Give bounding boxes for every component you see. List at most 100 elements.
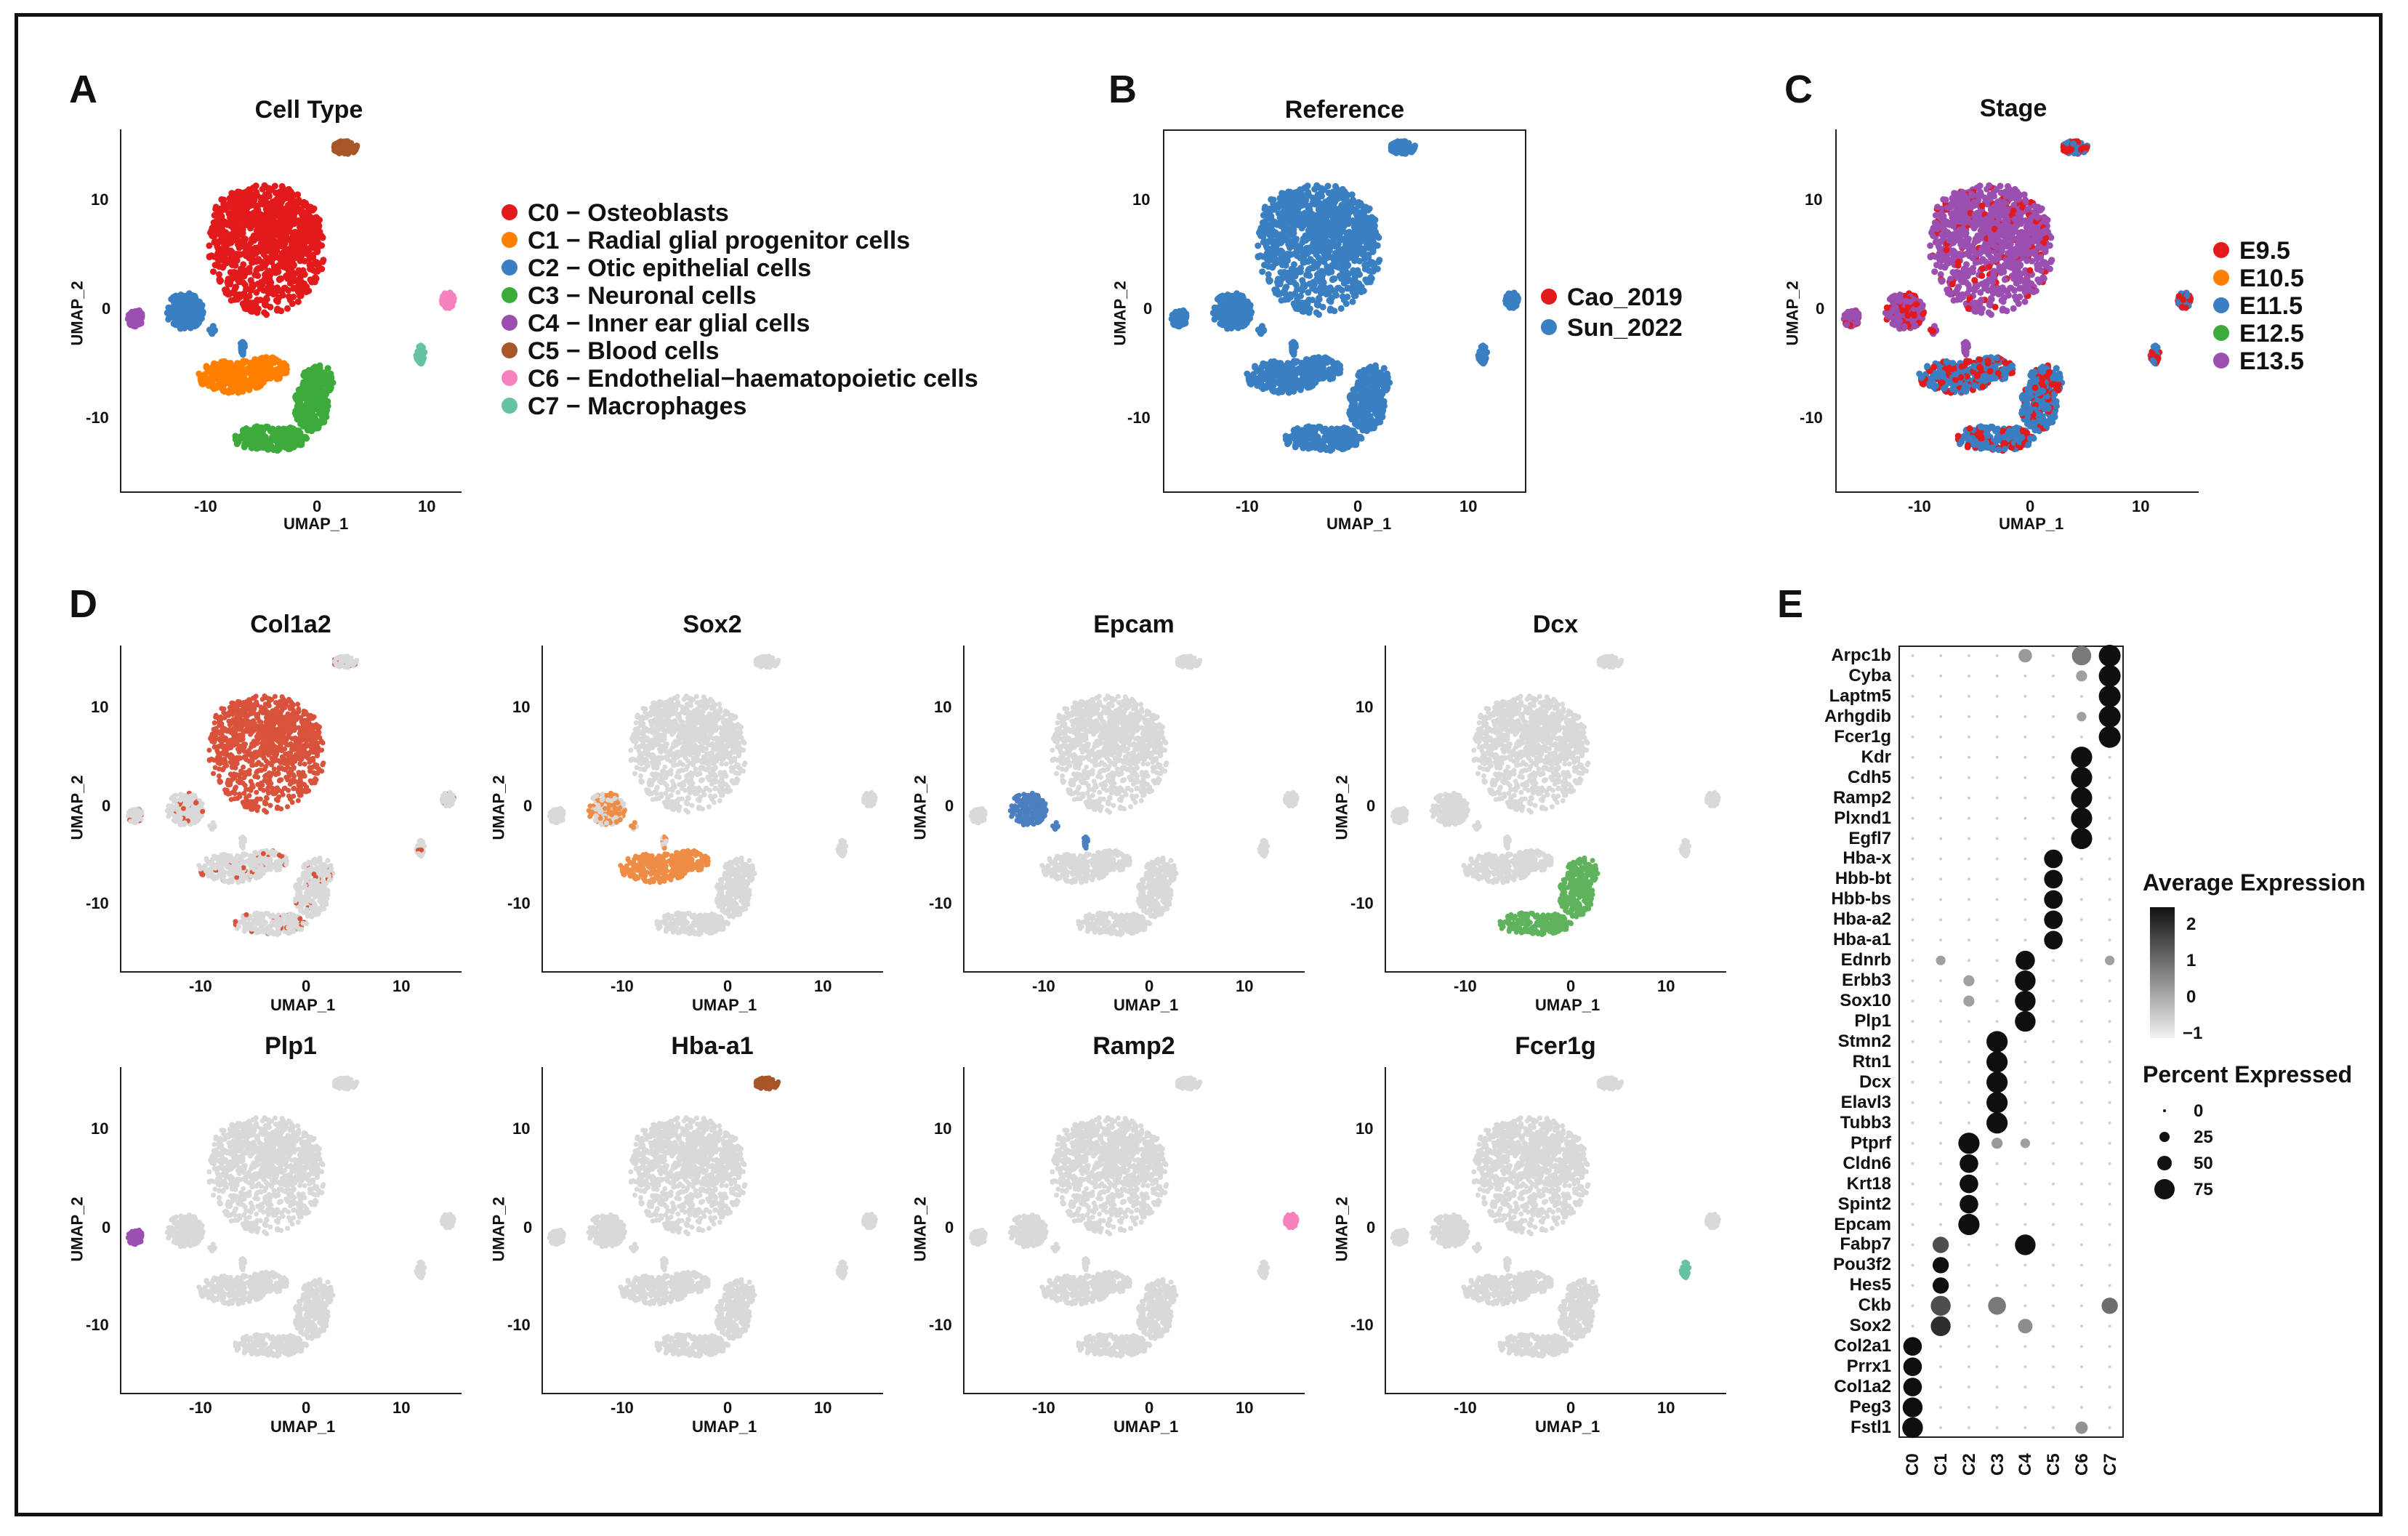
cell-point <box>314 215 321 222</box>
cell-point <box>1507 296 1515 303</box>
cell-point <box>241 305 249 312</box>
cell-point <box>275 294 283 301</box>
cell-point <box>1304 356 1311 363</box>
cell-point <box>1243 306 1250 313</box>
cell-point <box>1277 256 1284 262</box>
cell-point <box>232 433 239 440</box>
x-tick: 0 <box>313 497 321 516</box>
cell-point <box>262 299 268 307</box>
cell-point <box>1276 202 1283 209</box>
cell-point <box>251 237 258 244</box>
cell-point <box>1292 267 1299 274</box>
cell-point <box>1391 140 1398 147</box>
y-axis-label: UMAP_2 <box>1111 281 1130 345</box>
cell-point <box>1358 435 1365 442</box>
cell-point <box>1300 199 1307 206</box>
cell-point <box>326 387 333 394</box>
cell-point <box>1380 365 1388 372</box>
cell-point <box>347 146 355 153</box>
cell-point <box>1346 434 1353 441</box>
cell-point <box>1304 363 1311 371</box>
cell-point <box>1477 357 1484 364</box>
cell-point <box>1356 257 1363 265</box>
panel-b-umap <box>1168 138 1522 454</box>
panel-letter-c: C <box>1784 67 1813 112</box>
cell-point <box>1339 268 1346 275</box>
cell-point <box>225 276 232 283</box>
cell-point <box>1266 379 1273 386</box>
cell-point <box>1257 225 1265 232</box>
cell-point <box>1280 376 1286 383</box>
cell-point <box>1329 276 1336 283</box>
cell-point <box>318 242 326 249</box>
cell-point <box>1331 366 1338 373</box>
cell-point <box>1977 289 1984 296</box>
cell-point <box>226 214 233 221</box>
cell-point <box>1365 267 1372 274</box>
cell-point <box>286 185 292 193</box>
cell-point <box>254 245 262 252</box>
cell-point <box>228 270 235 277</box>
cell-point <box>1255 377 1263 385</box>
cell-point <box>1310 222 1317 230</box>
cell-point <box>250 192 257 199</box>
cell-point <box>1351 257 1358 265</box>
cell-point <box>277 256 284 263</box>
cell-point <box>284 305 291 312</box>
legend-c4: C4 − Inner ear glial cells <box>502 310 810 338</box>
cell-point <box>1329 359 1336 366</box>
cell-point <box>1299 277 1306 284</box>
cell-point <box>1370 234 1377 241</box>
cell-point <box>278 430 286 437</box>
legend-c2: C2 − Otic epithelial cells <box>502 254 811 283</box>
cell-point <box>177 298 184 305</box>
cell-point <box>1282 262 1289 269</box>
cell-point <box>1286 270 1293 277</box>
cell-point <box>1324 228 1331 236</box>
cell-point <box>1364 206 1372 214</box>
cell-point <box>241 273 248 280</box>
cell-point <box>308 278 315 286</box>
cell-point <box>185 312 192 319</box>
cell-point <box>252 250 259 257</box>
cell-point <box>273 246 281 254</box>
cell-point <box>1340 424 1348 431</box>
cell-point <box>1284 251 1291 257</box>
x-tick: -10 <box>194 497 217 516</box>
cell-point <box>1339 185 1346 193</box>
cell-point <box>197 374 204 381</box>
cell-point <box>267 303 274 310</box>
cell-point <box>247 382 254 389</box>
cell-point <box>278 366 285 373</box>
cell-point <box>1305 435 1313 442</box>
y-tick: 0 <box>102 299 110 318</box>
cell-point <box>211 382 218 390</box>
y-tick: 0 <box>1143 299 1152 318</box>
cell-point <box>1312 357 1319 364</box>
cell-point <box>238 231 245 238</box>
cell-point <box>241 442 248 449</box>
cell-point <box>1319 303 1326 310</box>
cell-point <box>415 357 422 364</box>
cell-point <box>1175 313 1182 321</box>
cell-point <box>1364 244 1372 251</box>
cell-point <box>297 430 304 436</box>
cell-point <box>1268 213 1275 220</box>
cell-point <box>1329 263 1336 270</box>
cell-point <box>221 246 228 254</box>
cell-point <box>1299 286 1306 294</box>
cell-point <box>1292 290 1299 297</box>
cell-point <box>1301 209 1308 217</box>
cell-point <box>1266 252 1273 260</box>
cell-point <box>1335 284 1342 291</box>
cell-point <box>1307 265 1314 272</box>
cell-point <box>195 306 202 313</box>
cell-point <box>282 228 289 236</box>
cell-point <box>1212 313 1220 320</box>
cell-point <box>1361 262 1369 269</box>
cell-point <box>303 435 310 442</box>
cell-point <box>262 236 270 244</box>
cell-point <box>273 288 281 295</box>
cell-point <box>1326 288 1334 295</box>
cell-point <box>1369 215 1377 222</box>
